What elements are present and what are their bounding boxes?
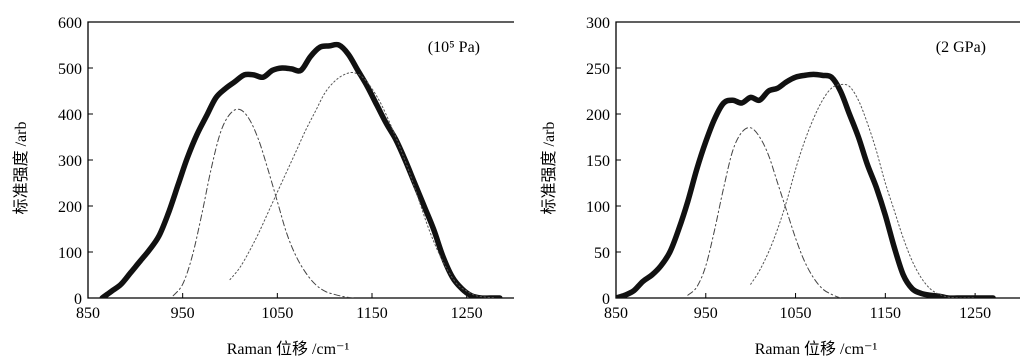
series-group (616, 71, 996, 298)
y-tick-label: 300 (586, 15, 610, 32)
y-tick-label: 50 (594, 245, 610, 262)
y-tick-label: 150 (586, 153, 610, 170)
series-line-dash-dot (687, 127, 841, 298)
series-line-dotted (229, 72, 496, 298)
chart-panel-2gpa: 850 950 1050 1150 1250 0 50 100 150 200 250 300 Rama… (540, 15, 1020, 358)
axes-frame (615, 21, 1020, 299)
x-tick-label: 950 (694, 305, 718, 322)
pressure-annotation: (2 GPa) (936, 39, 986, 56)
x-tick-label: 1250 (451, 305, 483, 322)
x-tick-label: 1250 (959, 305, 991, 322)
series-line-dotted (750, 83, 976, 298)
y-axis-label: 标准强度 /arb (540, 122, 558, 215)
y-tick-label: 500 (58, 61, 82, 78)
y-tick-label: 100 (58, 245, 82, 262)
y-tick-label: 300 (58, 153, 82, 170)
series-group (99, 41, 503, 298)
y-tick-label: 200 (58, 199, 82, 216)
x-axis-label: Raman 位移 /cm⁻¹ (227, 340, 350, 358)
y-axis-label: 标准强度 /arb (12, 122, 30, 215)
x-tick-label: 1050 (780, 305, 812, 322)
x-tick-label: 1050 (261, 305, 293, 322)
y-tick-label: 100 (586, 199, 610, 216)
x-tick-label: 1150 (870, 305, 901, 322)
y-tick-label: 0 (74, 291, 82, 308)
x-tick-label: 950 (171, 305, 195, 322)
x-tick-label: 850 (604, 305, 628, 322)
chart-panel-ambient-pressure: 850 950 1050 1150 1250 0 100 200 300 400 500 600 Ram… (12, 15, 514, 358)
series-line-thick-solid (99, 41, 503, 298)
y-tick-label: 600 (58, 15, 82, 32)
pressure-annotation: (10⁵ Pa) (428, 39, 480, 56)
x-axis-label: Raman 位移 /cm⁻¹ (755, 340, 878, 358)
y-tick-label: 250 (586, 61, 610, 78)
series-line-dash-dot (172, 108, 354, 298)
x-tick-label: 1150 (356, 305, 387, 322)
y-tick-label: 200 (586, 107, 610, 124)
y-tick-label: 400 (58, 107, 82, 124)
y-tick-label: 0 (602, 291, 610, 308)
axes-frame (87, 21, 514, 299)
x-tick-label: 850 (76, 305, 100, 322)
series-line-thick-solid (616, 71, 996, 298)
